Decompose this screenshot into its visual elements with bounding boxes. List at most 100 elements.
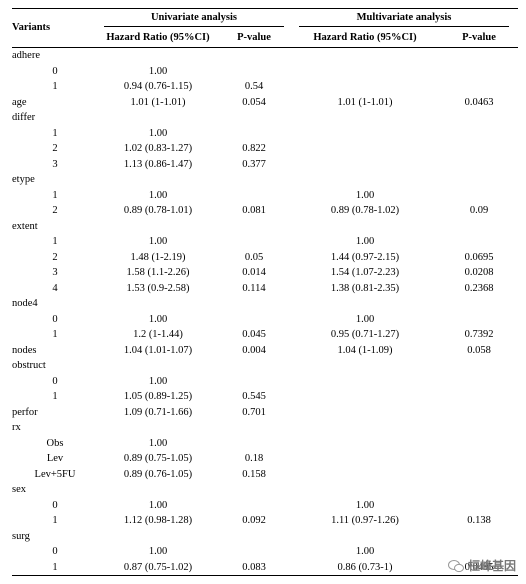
uni-hazard-ratio: 0.89 (0.78-1.01) <box>123 205 193 216</box>
table-row: 1 0.94 (0.76-1.15) 0.54 <box>12 79 518 95</box>
column-header: Hazard Ratio (95%CI) <box>98 28 218 48</box>
uni-p-value: 0.377 <box>242 158 266 170</box>
multi-hazard-ratio: 0.89 (0.78-1.02) <box>330 205 400 216</box>
multi-hazard-ratio: 1.38 (0.81-2.35) <box>330 282 400 294</box>
empty-cell <box>290 467 440 483</box>
table-row: 0 1.00 1.00 <box>12 312 518 328</box>
empty-cell <box>290 482 440 498</box>
empty-cell <box>218 358 290 374</box>
empty-cell <box>440 374 518 390</box>
empty-cell <box>218 64 290 80</box>
uni-hazard-ratio: 1.00 <box>148 546 168 557</box>
empty-cell <box>290 374 440 390</box>
multi-hazard-ratio: 1.04 (1-1.09) <box>337 344 393 356</box>
uni-hazard-ratio: 1.2 (1-1.44) <box>133 329 183 340</box>
table-row: Obs 1.00 <box>12 436 518 452</box>
empty-cell <box>218 529 290 545</box>
level-name: 4 <box>52 282 58 294</box>
level-name: 2 <box>52 205 58 216</box>
empty-cell <box>440 482 518 498</box>
empty-cell <box>290 420 440 436</box>
multi-p-value <box>440 405 518 421</box>
empty-cell <box>290 110 440 126</box>
multi-p-value: 0.0695 <box>464 251 494 263</box>
multi-hazard-ratio: 1.00 <box>355 499 375 511</box>
empty-cell <box>290 219 440 235</box>
uni-hazard-ratio: 1.58 (1.1-2.26) <box>126 267 190 278</box>
variant-name: obstruct <box>12 360 46 371</box>
table-row: 2 1.02 (0.83-1.27) 0.822 <box>12 141 518 157</box>
results-table: Variants Univariate analysis Multivariat… <box>12 8 518 576</box>
table-row: nodes 1.04 (1.01-1.07) 0.004 1.04 (1-1.09) 0… <box>12 343 518 359</box>
uni-hazard-ratio: 1.53 (0.9-2.58) <box>126 282 190 294</box>
table-row: Lev+5FU 0.89 (0.76-1.05) 0.158 <box>12 467 518 483</box>
table-row: perfor 1.09 (0.71-1.66) 0.701 <box>12 405 518 421</box>
empty-cell <box>98 296 218 312</box>
table-row: 1 1.12 (0.98-1.28) 0.092 1.11 (0.97-1.26) 0.… <box>12 513 518 529</box>
uni-hazard-ratio: 1.00 <box>148 437 168 449</box>
empty-cell <box>218 420 290 436</box>
variant-name: surg <box>12 530 30 542</box>
uni-p-value: 0.822 <box>242 143 266 154</box>
table-row: 1 1.00 1.00 <box>12 188 518 204</box>
multi-hazard-ratio: 0.86 (0.73-1) <box>290 559 440 576</box>
empty-cell <box>218 296 290 312</box>
variant-name: differ <box>12 112 36 123</box>
empty-cell <box>290 141 440 157</box>
level-name: 0 <box>52 313 58 325</box>
level-name: Obs <box>46 437 64 449</box>
variant-name: extent <box>12 220 38 232</box>
empty-cell <box>440 467 518 483</box>
empty-cell <box>290 64 440 80</box>
table-row: 1 0.87 (0.75-1.02) 0.083 0.86 (0.73-1) 0.049… <box>12 559 518 576</box>
uni-p-value: 0.081 <box>242 205 266 216</box>
wechat-icon <box>447 559 464 572</box>
empty-cell <box>440 389 518 405</box>
multi-hazard-ratio <box>290 405 440 421</box>
uni-hazard-ratio: 1.00 <box>148 313 168 325</box>
watermark-text: 桓峰基因 <box>467 559 516 573</box>
multi-p-value: 0.2368 <box>464 282 494 294</box>
header-multivariate: Multivariate analysis <box>290 8 518 28</box>
empty-cell <box>218 544 290 560</box>
empty-cell <box>440 110 518 126</box>
empty-cell <box>218 126 290 142</box>
empty-cell <box>440 420 518 436</box>
level-name: 3 <box>52 267 58 278</box>
empty-cell <box>218 482 290 498</box>
table-row: 0 1.00 1.00 <box>12 544 518 560</box>
level-name: 2 <box>52 251 58 263</box>
table-row: differ <box>12 110 518 126</box>
level-name: 3 <box>52 158 58 170</box>
variant-name: sex <box>12 484 26 495</box>
table-row: etype <box>12 172 518 188</box>
empty-cell <box>218 172 290 188</box>
table-row: surg <box>12 529 518 545</box>
uni-p-value: 0.014 <box>242 267 266 278</box>
table-row: adhere <box>12 48 518 64</box>
empty-cell <box>440 172 518 188</box>
level-name: 1 <box>52 236 58 247</box>
uni-p-value: 0.701 <box>242 406 266 418</box>
empty-cell <box>440 312 518 328</box>
table-row: rx <box>12 420 518 436</box>
empty-cell <box>290 389 440 405</box>
column-header: Hazard Ratio (95%CI) <box>290 28 440 48</box>
level-name: 1 <box>52 189 58 201</box>
empty-cell <box>290 126 440 142</box>
uni-p-value: 0.083 <box>218 559 290 576</box>
empty-cell <box>218 234 290 250</box>
empty-cell <box>98 420 218 436</box>
header-univariate: Univariate analysis <box>98 8 290 28</box>
empty-cell <box>290 451 440 467</box>
variant-name: age <box>12 96 27 108</box>
empty-cell <box>440 188 518 204</box>
table-row: 0 1.00 <box>12 64 518 80</box>
uni-hazard-ratio: 0.94 (0.76-1.15) <box>123 81 193 92</box>
column-header: P-value <box>218 28 290 48</box>
uni-p-value: 0.092 <box>242 515 266 526</box>
table-row: 2 1.48 (1-2.19) 0.05 1.44 (0.97-2.15) 0.0695 <box>12 250 518 266</box>
multi-p-value: 0.058 <box>467 344 491 356</box>
table-row: extent <box>12 219 518 235</box>
empty-cell <box>440 48 518 64</box>
